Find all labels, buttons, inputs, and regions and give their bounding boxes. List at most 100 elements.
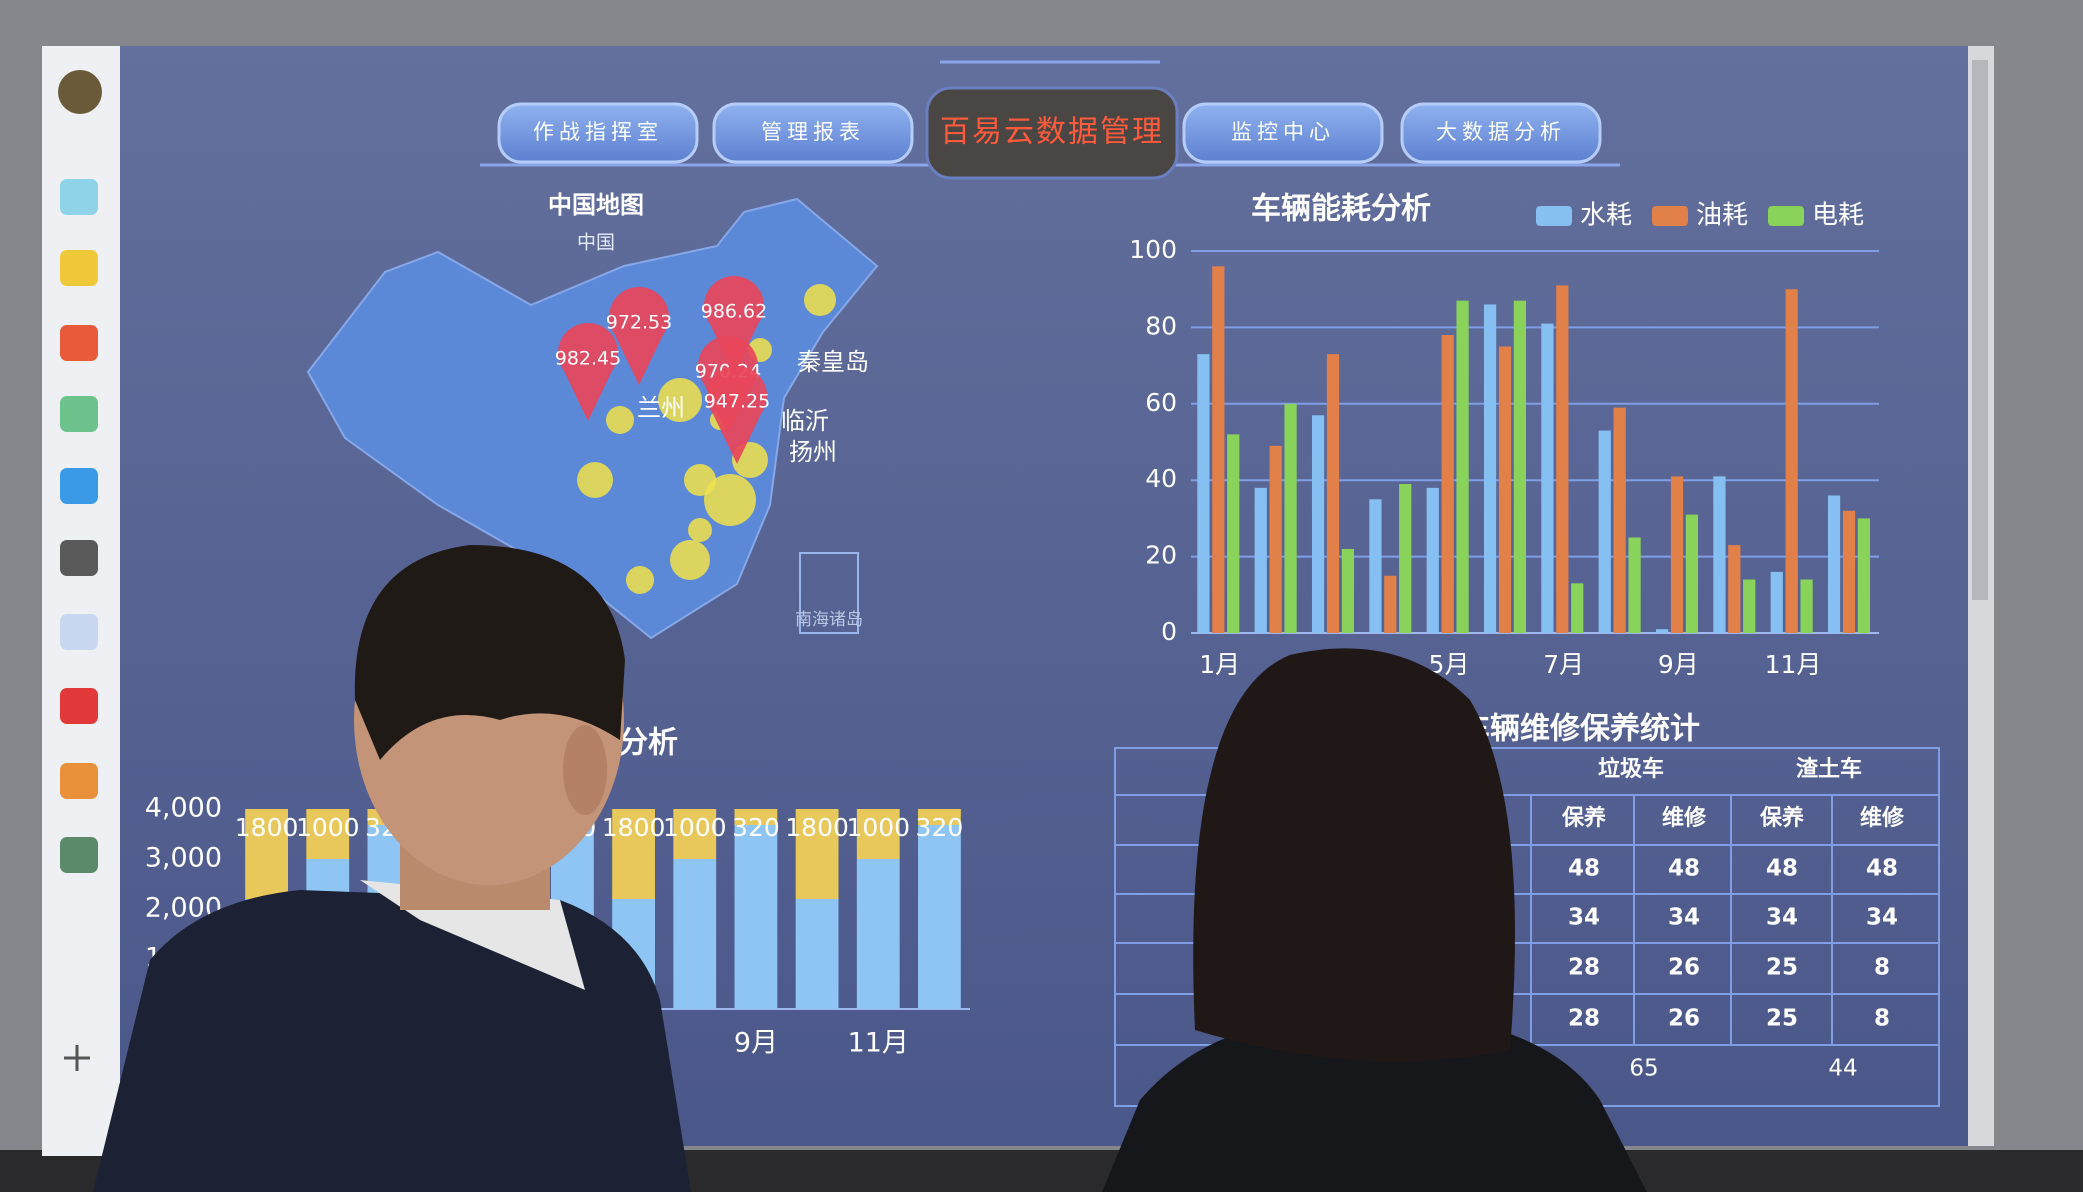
bar-segment[interactable] [795, 809, 839, 899]
bar[interactable] [1326, 354, 1340, 633]
bar[interactable] [1857, 518, 1871, 633]
heat-dot [704, 474, 756, 526]
app-icon[interactable] [60, 396, 98, 432]
bar-segment[interactable] [245, 809, 288, 899]
map-pin[interactable] [707, 366, 768, 464]
bar[interactable] [1456, 300, 1469, 633]
bar-segment[interactable] [734, 809, 778, 825]
bar[interactable] [1399, 484, 1412, 633]
bar[interactable] [1341, 548, 1355, 633]
nav-tab[interactable] [712, 102, 914, 164]
bar-segment[interactable] [795, 899, 839, 1009]
bar[interactable] [1598, 430, 1611, 633]
bar[interactable] [1655, 629, 1669, 633]
add-icon[interactable] [64, 1045, 90, 1071]
app-icon[interactable] [60, 325, 98, 361]
woman-hair [1193, 648, 1515, 1062]
y-tick-label: 60 [1145, 388, 1177, 417]
bar[interactable] [1670, 476, 1684, 633]
pin-value: 947.25 [704, 391, 770, 413]
bar[interactable] [1483, 304, 1497, 633]
legend-swatch[interactable] [1536, 206, 1572, 226]
bar[interactable] [1571, 583, 1584, 633]
bar[interactable] [1541, 323, 1554, 633]
map-pin[interactable] [703, 276, 764, 374]
legend-swatch[interactable] [1652, 206, 1688, 226]
bar[interactable] [1212, 266, 1225, 633]
bar[interactable] [1827, 495, 1841, 633]
bar-segment[interactable] [306, 809, 350, 859]
chart-title: 车辆能耗分析 [1251, 192, 1431, 227]
bar[interactable] [1785, 289, 1798, 633]
bar[interactable] [1613, 407, 1626, 633]
x-tick-label: 9月 [734, 1028, 778, 1059]
legend-swatch[interactable] [1768, 206, 1804, 226]
nav-tab-label[interactable]: 大数据分析 [1436, 120, 1566, 144]
legend-label[interactable]: 电耗 [1812, 201, 1864, 231]
avatar[interactable] [58, 70, 102, 114]
app-icon[interactable] [60, 614, 98, 650]
bar-segment[interactable] [918, 825, 961, 1009]
city-label: 南海诸岛 [795, 610, 863, 630]
bar[interactable] [1426, 487, 1439, 633]
nav-tab[interactable] [1182, 102, 1384, 164]
bar-segment[interactable] [673, 859, 717, 1009]
y-tick-label: 100 [1129, 235, 1177, 264]
bar[interactable] [1685, 514, 1699, 633]
bar[interactable] [1369, 499, 1382, 633]
bar[interactable] [1842, 510, 1856, 633]
app-icon[interactable] [60, 688, 98, 724]
nav-tab-label[interactable]: 作战指挥室 [533, 120, 663, 144]
app-icon[interactable] [60, 468, 98, 504]
bar[interactable] [1713, 476, 1726, 633]
legend-label[interactable]: 水耗 [1580, 201, 1632, 231]
app-icon[interactable] [60, 250, 98, 286]
nav-tab-label[interactable]: 百易云数据管理 [940, 115, 1164, 150]
bar-segment[interactable] [673, 809, 717, 859]
bar-segment[interactable] [918, 809, 961, 825]
bar[interactable] [1498, 346, 1512, 634]
bar[interactable] [1556, 285, 1569, 633]
nav-tab-label[interactable]: 监控中心 [1231, 120, 1335, 144]
table-footer: 44 [1828, 1056, 1857, 1082]
scroll-thumb[interactable] [1972, 60, 1988, 600]
bar-segment[interactable] [612, 809, 655, 899]
app-icon[interactable] [60, 540, 98, 576]
bar[interactable] [1513, 300, 1527, 633]
table-cell: 34 [1766, 905, 1798, 931]
legend-label[interactable]: 油耗 [1696, 201, 1748, 231]
bar[interactable] [1227, 434, 1240, 633]
city-label: 临沂 [781, 407, 829, 435]
bar[interactable] [1770, 571, 1783, 633]
bar[interactable] [1743, 579, 1756, 633]
bar-segment[interactable] [856, 859, 900, 1009]
y-tick-label: 20 [1145, 541, 1177, 570]
bar[interactable] [1728, 545, 1741, 633]
bar[interactable] [1269, 445, 1282, 633]
bar[interactable] [1254, 487, 1267, 633]
bar[interactable] [1441, 335, 1454, 633]
nav-tab-label[interactable]: 管理报表 [761, 120, 865, 144]
bar[interactable] [1800, 579, 1813, 633]
nav-tab[interactable] [497, 102, 699, 164]
bar[interactable] [1628, 537, 1641, 634]
bar[interactable] [1384, 575, 1397, 633]
bar[interactable] [1197, 354, 1210, 633]
city-label: 扬州 [789, 438, 837, 466]
nav-tab[interactable] [925, 86, 1179, 180]
app-icon[interactable] [60, 763, 98, 799]
bar-segment[interactable] [856, 809, 900, 859]
map-pin[interactable] [558, 323, 618, 421]
bar[interactable] [1284, 403, 1297, 633]
bar[interactable] [1311, 415, 1325, 633]
pin-value: 982.45 [555, 348, 621, 370]
map-pin[interactable] [608, 286, 670, 385]
table-cell: 34 [1866, 905, 1898, 931]
heat-dot [658, 378, 702, 422]
nav-tab[interactable] [1400, 102, 1602, 164]
bar-segment[interactable] [734, 825, 778, 1009]
app-icon[interactable] [60, 179, 98, 215]
app-icon[interactable] [60, 837, 98, 873]
sidebar [42, 46, 120, 1156]
